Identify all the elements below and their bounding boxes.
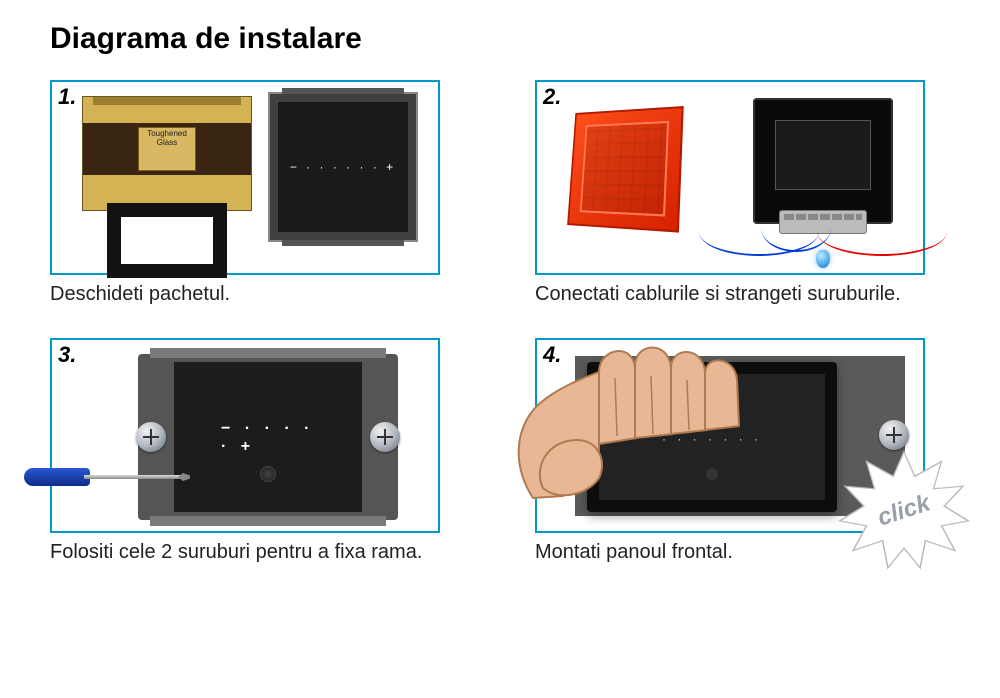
dimmer-panel-front: − · · · · · · + bbox=[268, 92, 418, 242]
water-drop-icon bbox=[816, 250, 830, 268]
dimmer-module: − · · · · · + bbox=[138, 354, 398, 520]
screw-left bbox=[136, 422, 166, 452]
step-2-number: 2. bbox=[543, 84, 561, 110]
step-2: 2. Conectati cablurile si strangeti suru… bbox=[535, 80, 950, 308]
wire-red bbox=[817, 232, 947, 256]
black-frame-piece bbox=[107, 203, 227, 278]
click-label: click bbox=[824, 434, 985, 588]
dimmer-scale: − · · · · · · + bbox=[290, 160, 396, 174]
step-1-number: 1. bbox=[58, 84, 76, 110]
screw-right bbox=[370, 422, 400, 452]
indicator-light bbox=[706, 468, 718, 480]
screw-right bbox=[879, 420, 909, 450]
page-title: Diagrama de instalare bbox=[50, 22, 950, 56]
step-3-caption: Folositi cele 2 suruburi pentru a fixa r… bbox=[50, 539, 440, 566]
cardboard-box: Toughened Glass bbox=[82, 96, 252, 211]
step-1-caption: Deschideti pachetul. bbox=[50, 281, 440, 308]
step-4-frame: 4. · · · · · · · bbox=[535, 338, 925, 533]
indicator-light bbox=[260, 466, 276, 482]
dimmer-scale: − · · · · · + bbox=[221, 420, 315, 456]
step-1-frame: 1. Toughened Glass − · · · · · · + bbox=[50, 80, 440, 275]
click-burst: click bbox=[839, 451, 969, 571]
dimmer-scale: · · · · · · · bbox=[662, 432, 762, 446]
step-3-frame: 3. − · · · · · + bbox=[50, 338, 440, 533]
step-2-caption: Conectati cablurile si strangeti surubur… bbox=[535, 281, 925, 308]
step-1: 1. Toughened Glass − · · · · · · + Desch… bbox=[50, 80, 465, 308]
step-2-frame: 2. bbox=[535, 80, 925, 275]
step-4: 4. · · · · · · · bbox=[535, 338, 950, 566]
screwdriver-icon bbox=[24, 468, 194, 486]
dimmer-back bbox=[753, 98, 893, 224]
step-3: 3. − · · · · · + Folositi cele 2 surubur… bbox=[50, 338, 465, 566]
box-label: Toughened Glass bbox=[138, 127, 196, 171]
steps-grid: 1. Toughened Glass − · · · · · · + Desch… bbox=[50, 80, 950, 566]
wall-box bbox=[567, 106, 684, 233]
step-4-number: 4. bbox=[543, 342, 561, 368]
front-panel: · · · · · · · bbox=[587, 362, 837, 512]
step-3-number: 3. bbox=[58, 342, 76, 368]
